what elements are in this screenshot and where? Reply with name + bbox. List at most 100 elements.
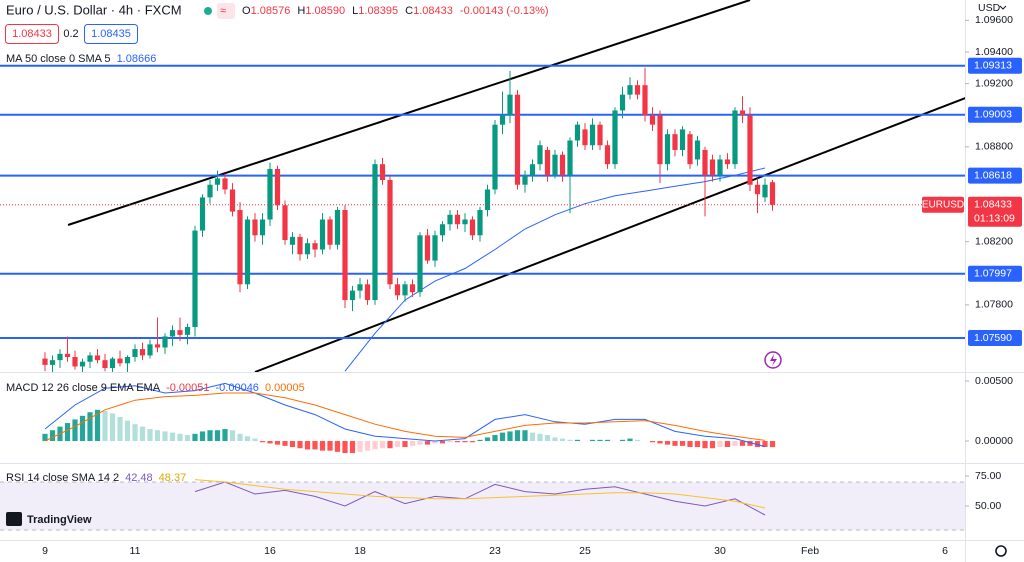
candle-body xyxy=(124,356,131,364)
histogram-bar xyxy=(237,433,243,442)
symbol: Euro / U.S. Dollar · 4h · FXCM xyxy=(6,2,182,17)
rsi-pane xyxy=(0,479,965,531)
candle-body xyxy=(334,210,341,245)
candle-body xyxy=(402,284,408,296)
histogram-bar xyxy=(289,441,296,448)
candle-body xyxy=(454,214,461,225)
symbol-tag-label: EURUSD xyxy=(922,199,964,210)
histogram-bar xyxy=(199,431,206,442)
candle-body xyxy=(154,344,161,348)
candle-body xyxy=(169,330,176,337)
candle-body xyxy=(679,129,686,150)
histogram-bar xyxy=(769,441,776,448)
histogram-bar xyxy=(484,437,491,442)
histogram-bar xyxy=(154,430,161,442)
macd-value: -0.00046 xyxy=(216,382,259,394)
candle-body xyxy=(132,349,138,357)
x-tick-label: 25 xyxy=(579,545,591,557)
y-tick-label: 75.00 xyxy=(975,470,1001,482)
candle-body xyxy=(289,236,296,245)
x-tick-label: 30 xyxy=(714,545,726,557)
candle-body xyxy=(117,358,123,364)
candle-body xyxy=(267,168,273,220)
histogram-bar xyxy=(379,441,386,449)
candle-body xyxy=(147,344,153,356)
candle-body xyxy=(477,210,483,236)
histogram-bar xyxy=(747,441,753,446)
histogram-bar xyxy=(357,441,363,452)
candle-body xyxy=(589,124,596,146)
histogram-bar xyxy=(184,435,191,442)
histogram-bar xyxy=(402,441,408,448)
candle-body xyxy=(612,110,618,165)
y-tick-label: 50.00 xyxy=(975,500,1001,512)
candle-body xyxy=(49,360,56,365)
histogram-bar xyxy=(94,409,101,442)
bid[interactable]: 1.08433 xyxy=(12,28,52,40)
histogram-bar xyxy=(492,435,498,442)
candle-body xyxy=(649,115,656,125)
candle-body xyxy=(754,184,761,195)
indicator-line xyxy=(344,167,766,372)
y-tick-label: 0.00500 xyxy=(975,375,1013,387)
histogram-bar xyxy=(109,413,116,442)
histogram-bar xyxy=(679,441,686,446)
candle-body xyxy=(417,235,423,293)
candle-body xyxy=(64,353,71,357)
candle-body xyxy=(747,115,753,185)
sell-button[interactable] xyxy=(5,24,59,44)
candle-body xyxy=(94,355,101,361)
symbol-tag xyxy=(922,196,964,213)
ma-legend: MA 50 close 0 SMA 5 1.08666 xyxy=(6,53,156,65)
x-tick-label: 16 xyxy=(264,545,276,557)
candle-body xyxy=(439,224,446,236)
histogram-bar xyxy=(432,441,438,444)
ask[interactable]: 1.08435 xyxy=(91,28,131,40)
icon-box xyxy=(217,3,235,19)
candle-body xyxy=(702,149,708,176)
candle-body xyxy=(634,85,641,95)
candle-body xyxy=(447,214,453,225)
candle-body xyxy=(192,230,198,327)
candle-body xyxy=(567,140,573,176)
histogram-bar xyxy=(139,426,146,442)
candle-body xyxy=(499,115,506,125)
candle-body xyxy=(349,290,356,301)
candle-body xyxy=(462,219,468,225)
histogram-bar xyxy=(372,441,378,450)
histogram-bar xyxy=(72,419,78,442)
market-status xyxy=(204,7,212,15)
histogram-bar xyxy=(304,441,311,450)
level-tag xyxy=(968,167,1022,184)
histogram-bar xyxy=(522,430,528,442)
channel-lower xyxy=(254,97,965,372)
candle-body xyxy=(574,124,581,141)
candle-body xyxy=(694,140,701,160)
indicator-line xyxy=(194,481,766,516)
buy-button[interactable] xyxy=(84,24,138,44)
histogram-bar xyxy=(259,441,266,443)
macd-pane xyxy=(42,382,776,454)
macd-name: MACD 12 26 close 9 EMA EMA xyxy=(6,382,161,394)
histogram-bar xyxy=(694,441,701,448)
histogram-bar xyxy=(424,441,431,445)
histogram-bar xyxy=(507,431,513,442)
level-tag xyxy=(968,265,1022,282)
settings-icon[interactable] xyxy=(995,545,1007,557)
candle-body xyxy=(424,235,431,261)
histogram-bar xyxy=(222,429,228,442)
candle-body xyxy=(709,159,716,176)
x-tick-label: Feb xyxy=(801,545,819,557)
histogram-bar xyxy=(469,441,476,443)
candle-body xyxy=(102,360,108,369)
histogram-bar xyxy=(462,441,468,443)
histogram-bar xyxy=(327,441,333,451)
currency-caret xyxy=(999,5,1007,10)
histogram-bar xyxy=(619,439,626,442)
currency[interactable]: USD xyxy=(978,2,1001,14)
candle-body xyxy=(319,219,326,250)
histogram-bar xyxy=(589,439,596,442)
indicator-line xyxy=(44,392,766,442)
histogram-bar xyxy=(64,423,71,442)
histogram-bar xyxy=(87,412,93,442)
